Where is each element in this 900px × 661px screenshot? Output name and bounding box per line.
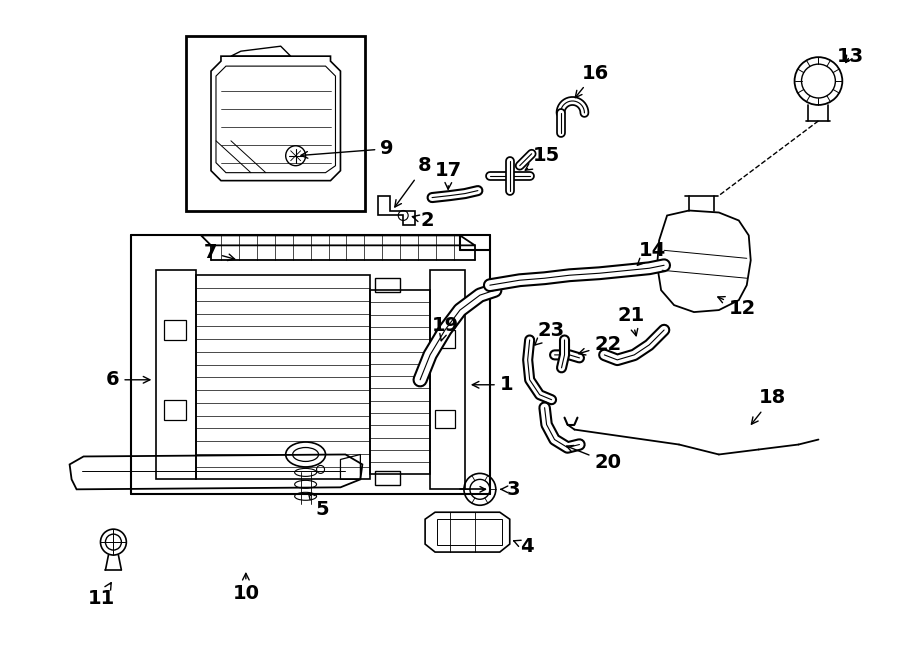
Text: 15: 15 (526, 146, 560, 171)
Text: 21: 21 (617, 305, 644, 336)
Text: 16: 16 (575, 63, 608, 98)
Text: 18: 18 (752, 388, 786, 424)
Text: 3: 3 (500, 480, 520, 499)
Text: 17: 17 (435, 161, 463, 189)
Text: 8: 8 (395, 156, 432, 207)
Text: 1: 1 (472, 375, 513, 394)
Text: 14: 14 (637, 241, 667, 265)
Text: 2: 2 (412, 211, 434, 230)
Text: 22: 22 (579, 335, 622, 355)
Text: 6: 6 (106, 370, 150, 389)
Text: 7: 7 (203, 243, 235, 262)
Text: 5: 5 (309, 492, 329, 519)
Text: 23: 23 (535, 321, 565, 345)
Text: 11: 11 (88, 582, 115, 608)
Text: 9: 9 (301, 139, 394, 158)
Text: 4: 4 (514, 537, 534, 556)
Text: 13: 13 (836, 47, 863, 65)
Text: 12: 12 (718, 297, 756, 317)
Text: 19: 19 (432, 315, 459, 341)
Text: 20: 20 (567, 446, 621, 472)
Text: 10: 10 (232, 573, 259, 603)
